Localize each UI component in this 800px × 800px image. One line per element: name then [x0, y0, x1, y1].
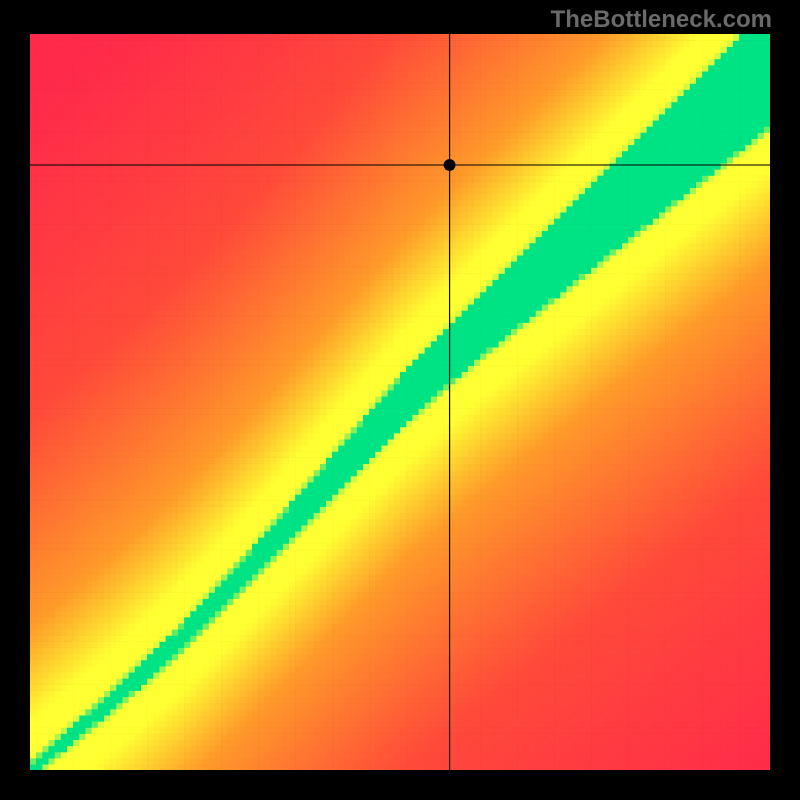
heatmap-canvas — [30, 34, 770, 770]
watermark-text: TheBottleneck.com — [551, 6, 772, 34]
bottleneck-heatmap — [30, 34, 770, 770]
